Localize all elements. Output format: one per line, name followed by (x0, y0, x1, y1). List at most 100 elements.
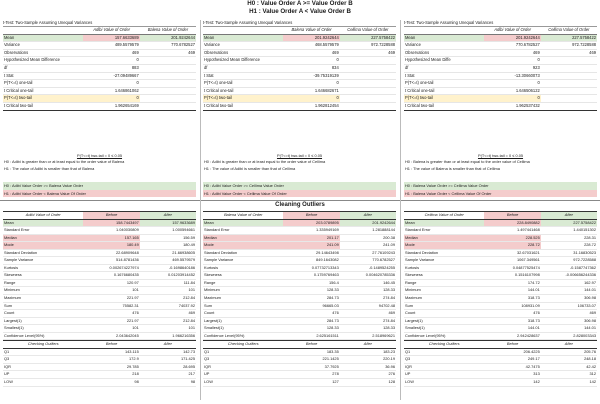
stat-row: Smallest(1) 128.33 128.33 (203, 325, 396, 333)
outlier-after: 205.76 (584, 348, 597, 354)
stat-label: Minimum (4, 287, 20, 293)
ttest-col2-header: Balena Value of Order (147, 27, 189, 32)
stat-before: 0.1676680435 (113, 272, 139, 278)
ttest-row-value1: 469 (131, 49, 139, 55)
stat-after: 31.16830523 (573, 249, 597, 255)
ttest-row-value2: 972.7228588 (572, 42, 597, 48)
ttest-header-blank (404, 27, 484, 34)
outlier-before: 313 (533, 371, 540, 377)
ttest-row-value2 (541, 57, 597, 64)
outlier-row: IQR 37.7925 36.96 (203, 364, 396, 372)
stat-before: 318.73 (527, 295, 540, 301)
stat-before: 108931.09 (521, 302, 540, 308)
ttest-row: P(T<=t) one-tail 0 (404, 80, 597, 88)
cleaning-header-row: Adibi Value of Order Before After (3, 211, 197, 220)
stat-row: Sum 108931.09 106733.07 (404, 303, 597, 311)
outlier-before: 98 (134, 379, 139, 385)
ttest-row-value2 (140, 65, 196, 72)
ttest-row: t Critical two-tail 1.962812454 (203, 103, 396, 111)
stat-after: 212.84 (183, 295, 196, 301)
stat-after: 469 (589, 310, 597, 316)
stat-label: Kurtosis (4, 264, 19, 270)
hypothesis-block-2: P(T<=t) two-tail = 0 ≤ 0.05 H0 : Adibi is… (203, 152, 396, 197)
stat-after: 27.76109243 (372, 249, 396, 255)
ttest-row-label: t Critical two-tail (405, 102, 434, 108)
stat-row: Kurtosis 0.04877525474 -0.1587747362 (404, 265, 597, 273)
stat-after: 201.9242644 (339, 219, 397, 227)
section-divider (0, 200, 600, 201)
outlier-row: Q3 221.1425 220.19 (203, 356, 396, 364)
stat-row: Largest(1) 284.73 274.84 (203, 318, 396, 326)
ttest-row: Hypothesized Mean Diffe 0 (404, 57, 597, 65)
stat-label: Sample Variance (4, 257, 34, 263)
stat-before: 476 (533, 310, 540, 316)
checking-outliers-label: Checking Outliers (27, 341, 59, 347)
outlier-label: Q3 (204, 356, 210, 362)
ttest-row: Hypothesized Mean Difference 0 (203, 57, 396, 65)
stat-before: 96665.03 (322, 302, 339, 308)
stat-label: Mode (3, 242, 84, 249)
result-h1: H1 : Balena Value Order < Cellima Value … (404, 189, 597, 197)
stat-before: 228.525 (484, 234, 541, 242)
after-header: After (339, 212, 397, 219)
stat-after: 306.98 (584, 317, 597, 323)
ttest-row-label: Mean (203, 34, 284, 42)
stat-after: 1.440151302 (573, 227, 597, 233)
spacer (203, 172, 396, 182)
ttest-row-value1: 883 (131, 64, 139, 70)
stat-row: Maximum 284.73 274.84 (203, 295, 396, 303)
stat-after: 128.33 (383, 325, 396, 331)
outlier-row: UP 218 217 (3, 371, 196, 380)
ttest-row-label: Variance (4, 42, 20, 48)
stat-row: Median 201.17 200.38 (203, 234, 396, 243)
ttest-col2-header: Cellima Value of Order (548, 27, 590, 32)
stat-before: 144.01 (527, 325, 540, 331)
ttest-row-label: P(T<=t) two-tail (203, 95, 284, 102)
ttest-row-label: Observations (405, 49, 430, 55)
ttest-row: P(T<=t) two-tail 0 (203, 95, 396, 103)
stat-before: 101 (132, 325, 139, 331)
outlier-label: Q1 (4, 348, 10, 354)
stat-label: Count (4, 310, 15, 316)
ttest-row-value2 (340, 95, 396, 102)
ttest-row-value1: 0 (283, 95, 340, 102)
outlier-before: 218 (132, 371, 139, 377)
stat-after: -0.1698640186 (168, 264, 196, 270)
ttest-row-value1: 201.9242644 (484, 34, 541, 42)
stat-before: 2.942428637 (517, 332, 540, 338)
stat-before: 2.043642045 (116, 332, 139, 338)
outlier-before: 249.17 (527, 356, 540, 362)
stat-row: Kurtosis 0.002674227974 -0.1698640186 (3, 265, 196, 273)
ttest-row: t Critical two-tail 1.962654169 (3, 103, 196, 111)
ttest-row: P(T<=t) one-tail 0 (203, 80, 396, 88)
cleaning-table-title: Cellima Value of Order (424, 212, 464, 217)
result-h0: H0 : Balena Value Order >= Cellima Value… (404, 182, 597, 190)
ttest-row-value2 (140, 88, 196, 95)
ttest-row-value2 (340, 103, 396, 110)
ttest-row-value1: 923 (532, 64, 540, 70)
stat-before: 1.497441468 (517, 227, 540, 233)
ttest-row-label: t Stat (405, 72, 415, 78)
stat-before: 180.49 (83, 242, 140, 249)
ttest-col2-header: Cellima Value of Order (347, 27, 389, 32)
ttest-row: Variance 770.6782527 972.7228588 (404, 42, 597, 50)
ttest-row-label: t Critical two-tail (204, 102, 233, 108)
ttest-row-label: Mean (404, 34, 485, 42)
stat-row: Range 174.72 162.97 (404, 280, 597, 288)
ttest-row-value1: 1.646682671 (314, 87, 339, 93)
stat-label: Maximum (204, 295, 221, 301)
result-h0: H0 : Adibi Value Order >= Cellima Value … (203, 182, 396, 190)
stat-row: Skewness 0.1759769463 0.004620785336 (203, 272, 396, 280)
ttest-row-label: Mean (3, 34, 84, 42)
stat-label: Standard Deviation (4, 249, 38, 255)
stat-label: Standard Deviation (204, 249, 238, 255)
stat-label: Count (405, 310, 416, 316)
outlier-label: UP (204, 371, 210, 377)
checking-outliers-label: Checking Outliers (227, 341, 259, 347)
ttest-row: t Stat -13.30660073 (404, 73, 597, 81)
stat-row: Count 476 469 (404, 310, 597, 318)
ttest-row-label: Variance (405, 42, 421, 48)
stat-after: 469 (388, 310, 396, 316)
stat-before: 1.040030809 (116, 227, 139, 233)
stat-before: 318.73 (527, 317, 540, 323)
